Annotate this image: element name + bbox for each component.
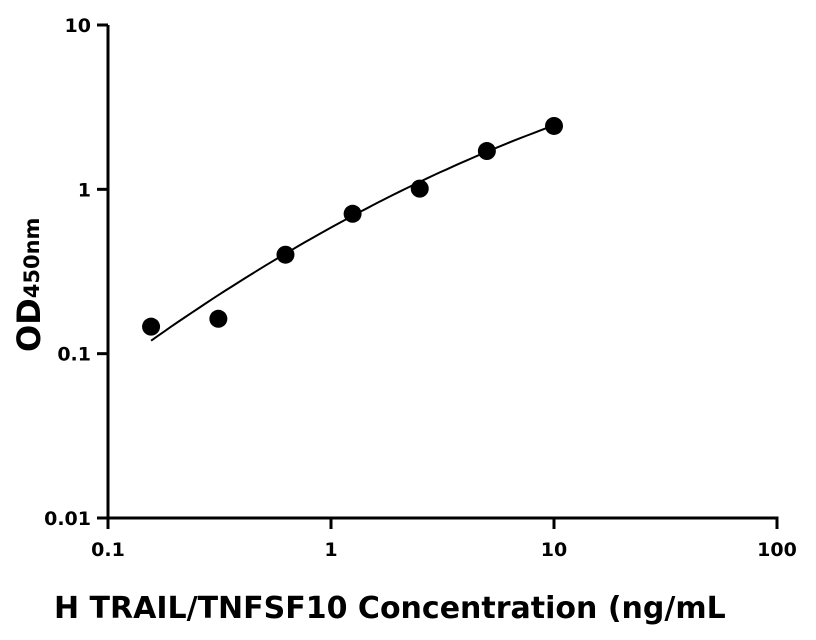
fit-curve bbox=[150, 124, 555, 342]
fit-curve-group bbox=[150, 124, 555, 342]
y-tick-label: 0.01 bbox=[44, 508, 91, 530]
data-point bbox=[410, 179, 429, 198]
y-tick-label: 1 bbox=[78, 179, 91, 201]
data-point bbox=[209, 309, 228, 328]
data-point bbox=[545, 116, 563, 135]
x-tick-label: 10 bbox=[541, 539, 567, 561]
data-point bbox=[343, 204, 362, 223]
data-point bbox=[477, 142, 496, 161]
data-points bbox=[142, 116, 563, 336]
y-tick-label: 0.1 bbox=[57, 344, 91, 366]
y-axis-label-main: OD bbox=[10, 298, 48, 352]
data-point bbox=[276, 245, 295, 264]
y-tick-label: 10 bbox=[65, 15, 91, 37]
x-tick-label: 0.1 bbox=[91, 539, 125, 561]
x-tick-label: 100 bbox=[757, 539, 797, 561]
y-axis-label: OD450nm bbox=[10, 218, 48, 352]
data-point bbox=[142, 317, 161, 336]
x-axis-label: H TRAIL/TNFSF10 Concentration (ng/mL bbox=[54, 591, 726, 626]
x-tick-label: 1 bbox=[324, 539, 337, 561]
y-axis-label-subscript: 450nm bbox=[20, 218, 44, 299]
